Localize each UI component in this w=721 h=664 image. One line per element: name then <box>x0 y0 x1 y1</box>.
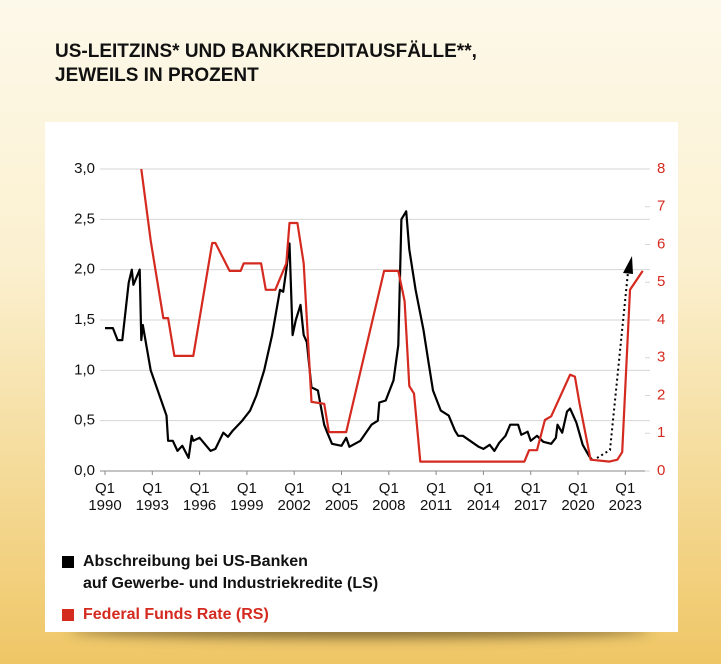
series-line <box>140 168 644 463</box>
y2-tick-label: 7 <box>657 198 665 215</box>
legend-swatch <box>62 556 74 568</box>
y-tick-label: 3,0 <box>74 160 95 177</box>
y2-tick-label: 5 <box>657 273 665 290</box>
y-tick-label: 2,0 <box>74 261 95 278</box>
x-tick-label: Q1 2017 <box>514 480 548 514</box>
y2-tick-label: 6 <box>657 235 665 252</box>
y2-tick-label: 0 <box>657 462 665 479</box>
x-tick-label: Q1 2008 <box>372 480 406 514</box>
chart-title: US-LEITZINS* UND BANKKREDITAUSFÄLLE**, J… <box>55 41 477 86</box>
arrow-line <box>596 271 629 459</box>
y2-tick-label: 2 <box>657 386 665 403</box>
x-tick-label: Q1 1990 <box>88 480 122 514</box>
x-tick-label: Q1 2014 <box>466 480 501 514</box>
x-tick-label: Q1 2020 <box>561 480 595 514</box>
legend-label: Abschreibung bei US-Banken auf Gewerbe- … <box>83 553 379 592</box>
arrow <box>596 256 633 459</box>
series-line <box>105 210 594 461</box>
legend-label: Federal Funds Rate (RS) <box>83 606 269 623</box>
y2-tick-label: 4 <box>657 311 665 328</box>
x-tick-label: Q1 1999 <box>230 480 264 514</box>
y-tick-label: 0,5 <box>74 412 95 429</box>
x-tick-label: Q1 1993 <box>135 480 169 514</box>
x-tick-label: Q1 2002 <box>277 480 311 514</box>
y-tick-label: 1,5 <box>74 311 95 328</box>
chart-panel <box>45 122 678 632</box>
y2-tick-label: 8 <box>657 160 665 177</box>
x-tick-label: Q1 1996 <box>182 480 217 514</box>
arrow-head <box>623 256 633 274</box>
y2-tick-label: 1 <box>657 424 665 441</box>
legend-swatch <box>62 609 74 621</box>
x-tick-label: Q1 2011 <box>419 480 453 514</box>
y2-tick-label: 3 <box>657 349 665 366</box>
x-tick-label: Q1 2023 <box>608 480 642 514</box>
y-tick-label: 0,0 <box>74 462 95 479</box>
y-tick-label: 1,0 <box>74 361 95 378</box>
y-tick-label: 2,5 <box>74 210 95 227</box>
x-tick-label: Q1 2005 <box>324 480 359 514</box>
